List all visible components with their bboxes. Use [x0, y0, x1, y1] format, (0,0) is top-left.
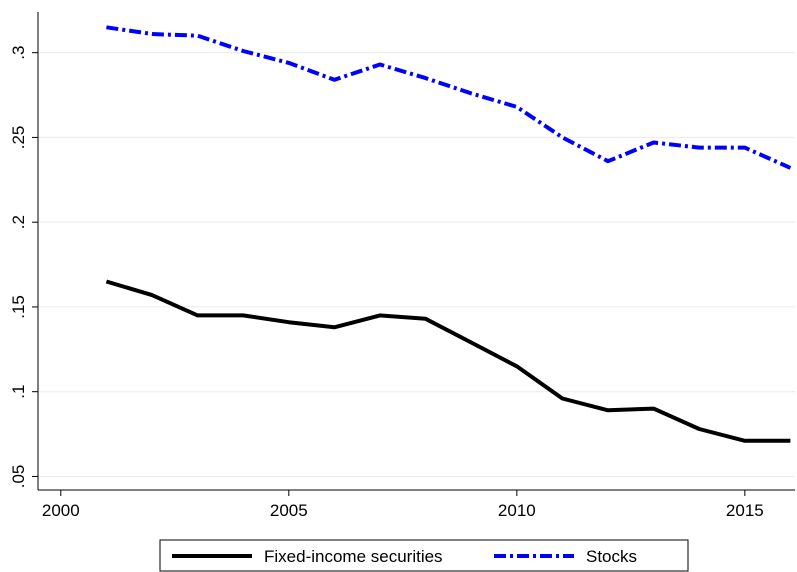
- series-line: [106, 25, 792, 170]
- y-tick-label: .25: [9, 126, 28, 150]
- y-tick-label: .3: [9, 46, 28, 60]
- x-tick-label: 2010: [498, 501, 536, 520]
- y-tick-label: .05: [9, 465, 28, 489]
- y-tick-label: .1: [9, 385, 28, 399]
- y-tick-label: .15: [9, 295, 28, 319]
- x-tick-label: 2005: [270, 501, 308, 520]
- y-tick-label: .2: [9, 215, 28, 229]
- x-tick-label: 2000: [42, 501, 80, 520]
- x-tick-label: 2015: [726, 501, 764, 520]
- series-line: [105, 279, 791, 443]
- legend-label: Fixed-income securities: [264, 547, 443, 566]
- legend-label: Stocks: [586, 547, 637, 566]
